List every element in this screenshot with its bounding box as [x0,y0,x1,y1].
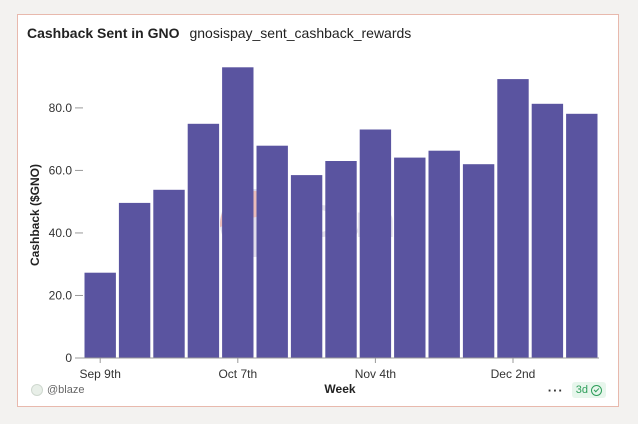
footer-actions: ··· 3d [548,382,606,398]
author-name: @blaze [47,384,85,396]
y-tick-label: 20.0 [49,288,73,302]
bar-dec-2nd[interactable] [497,79,529,358]
chart-card: Cashback Sent in GNO gnosispay_sent_cashb… [17,14,619,407]
bar-sep-23rd[interactable] [153,189,185,358]
x-axis: Sep 9th Oct 7th Nov 4th Dec 2nd [80,357,599,381]
bar-nov-18th[interactable] [428,150,460,358]
bar-nov-25th[interactable] [462,164,495,358]
x-tick-label: Oct 7th [218,367,257,381]
bar-oct-21st[interactable] [290,175,323,358]
y-axis: 0 20.0 40.0 60.0 80.0 [49,101,83,365]
y-tick-label: 0 [65,351,72,365]
freshness-age: 3d [575,384,588,396]
y-tick-label: 40.0 [49,226,73,240]
bar-dec-9th[interactable] [531,103,564,358]
bar-oct-14th[interactable] [256,145,288,358]
bar-oct-7th[interactable] [222,67,254,359]
bar-dec-16th[interactable] [566,113,598,358]
x-tick-label: Nov 4th [355,367,396,381]
bar-oct-28th[interactable] [325,161,357,358]
bar-sep-9th[interactable] [84,272,116,358]
x-axis-label: Week [324,382,355,396]
query-name[interactable]: gnosispay_sent_cashback_rewards [189,25,412,41]
bar-sep-30th[interactable] [187,123,220,358]
bar-nov-4th[interactable] [359,129,392,359]
y-tick-label: 80.0 [49,101,73,115]
y-axis-label: Cashback ($GNO) [28,164,42,266]
x-tick-label: Dec 2nd [491,367,536,381]
bars-group [84,67,598,359]
y-tick-label: 60.0 [49,163,73,177]
freshness-badge[interactable]: 3d [571,382,606,398]
chart-title: Cashback Sent in GNO [27,25,180,41]
more-options-icon[interactable]: ··· [547,382,564,398]
bar-nov-11th[interactable] [394,157,426,358]
check-circle-icon [591,384,602,396]
chart-header: Cashback Sent in GNO gnosispay_sent_cashb… [27,25,411,43]
avatar-icon [31,384,43,396]
author-link[interactable]: @blaze [31,384,84,396]
x-tick-label: Sep 9th [80,367,121,381]
bar-sep-16th[interactable] [118,202,151,358]
